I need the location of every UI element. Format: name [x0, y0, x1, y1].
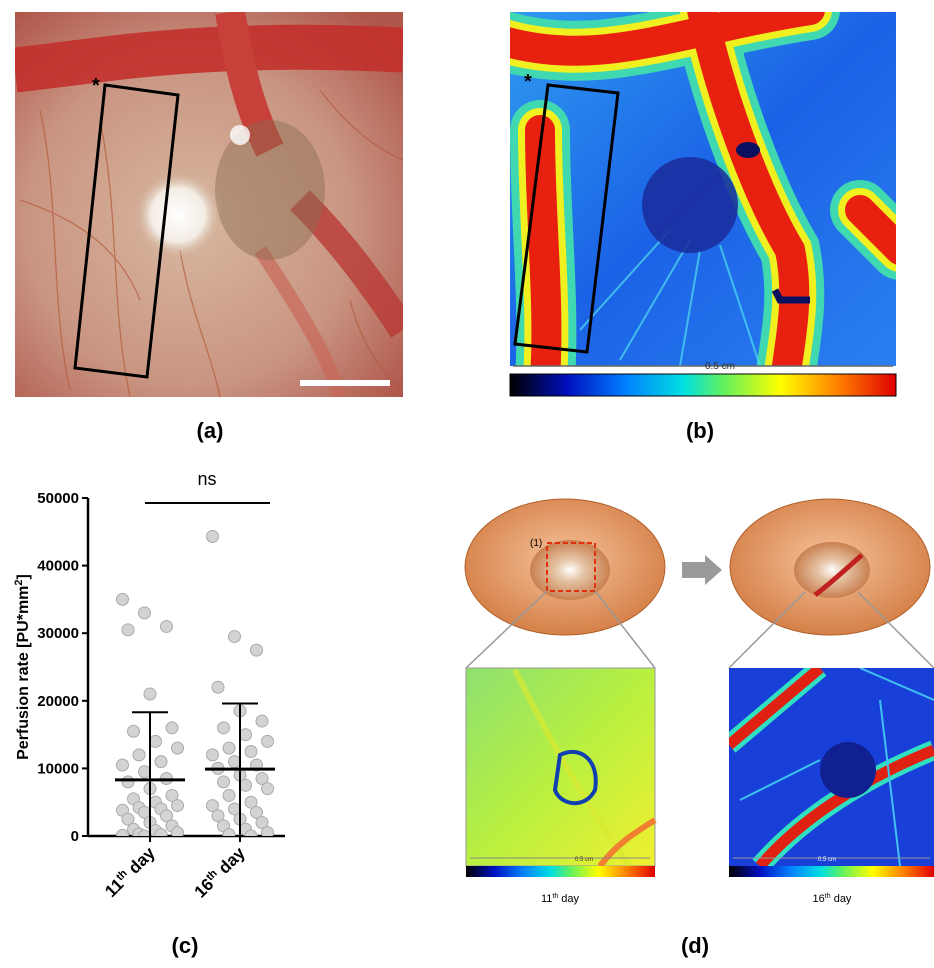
y-tick-label: 0 — [71, 828, 79, 845]
data-point — [223, 789, 235, 801]
asterisk: * — [92, 75, 100, 97]
data-point — [218, 776, 230, 788]
data-point — [172, 742, 184, 754]
data-point — [207, 749, 219, 761]
data-point — [150, 735, 162, 747]
data-point — [256, 715, 268, 727]
data-point — [144, 688, 156, 700]
data-point — [245, 746, 257, 758]
y-label-part: ] — [15, 574, 32, 579]
data-point — [262, 735, 274, 747]
y-tick-label: 50000 — [37, 490, 79, 507]
data-point — [229, 631, 241, 643]
scale-label: 0.5 cm — [575, 857, 593, 863]
scale-label: 0.5 cm — [705, 361, 735, 372]
data-point — [117, 759, 129, 771]
data-point — [207, 531, 219, 543]
panel-label: (a) — [197, 418, 224, 443]
data-point — [117, 593, 129, 605]
data-point — [133, 749, 145, 761]
panel-label: (b) — [686, 418, 714, 443]
data-point — [161, 620, 173, 632]
caption: 16th day — [813, 893, 852, 905]
y-tick-label: 40000 — [37, 558, 79, 575]
panel-label: (d) — [681, 933, 709, 958]
data-point — [122, 624, 134, 636]
data-point — [229, 756, 241, 768]
data-point — [240, 729, 252, 741]
photo-a — [15, 12, 403, 397]
y-tick-label: 20000 — [37, 693, 79, 710]
data-point — [262, 783, 274, 795]
x-tick-label: 16th day — [191, 843, 250, 902]
caption: 11th day — [541, 893, 580, 905]
data-point — [117, 829, 129, 841]
data-point — [128, 725, 140, 737]
data-point — [172, 800, 184, 812]
data-point — [223, 742, 235, 754]
y-tick-label: 10000 — [37, 760, 79, 777]
data-point — [155, 829, 167, 841]
y-tick-label: 30000 — [37, 625, 79, 642]
figure: * (a) 0.5 cm * (b) 0 10000 20000 30000 40000… — [0, 0, 934, 963]
data-point — [212, 681, 224, 693]
annotation: ns — [197, 469, 216, 489]
data-point — [251, 644, 263, 656]
y-axis-label: Perfusion rate [PU*mm2] — [13, 574, 32, 760]
data-point — [223, 829, 235, 841]
asterisk: * — [524, 71, 532, 93]
data-point — [240, 779, 252, 791]
data-point — [218, 722, 230, 734]
data-point — [122, 776, 134, 788]
data-point — [166, 722, 178, 734]
diagram-d — [465, 499, 934, 877]
chart: 0 10000 20000 30000 40000 50000 Perfusion rate… — [13, 469, 285, 902]
data-point — [139, 607, 151, 619]
data-point — [139, 830, 151, 842]
y-label-part: Perfusion rate [PU*mm — [15, 586, 32, 760]
x-tick-label: 11th day — [101, 843, 159, 901]
data-point — [245, 830, 257, 842]
data-point — [155, 756, 167, 768]
scale-label: 0.5 cm — [818, 857, 836, 863]
data-point — [139, 766, 151, 778]
plot-area — [115, 531, 275, 848]
heatmap-b — [500, 0, 900, 380]
panel-label: (c) — [172, 933, 199, 958]
marker: (1) — [530, 538, 542, 549]
